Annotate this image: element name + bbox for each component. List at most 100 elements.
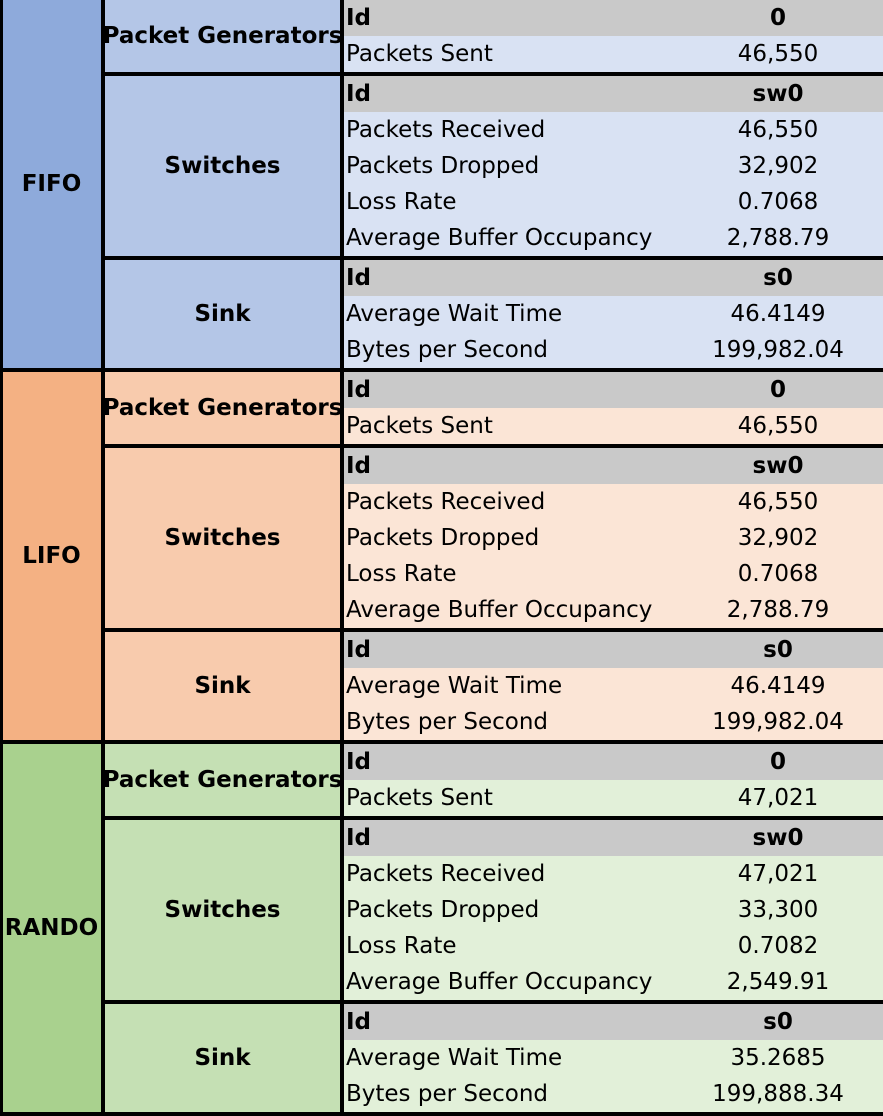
component-name: Switches	[103, 76, 342, 256]
component-name: Packet Generators	[103, 744, 342, 816]
id-value: sw0	[752, 825, 804, 851]
metric-value: 199,982.04	[712, 709, 844, 735]
metric-label: Packets Dropped	[346, 153, 540, 179]
metric-label: Packets Sent	[346, 413, 493, 439]
metric-label: Packets Received	[346, 117, 546, 143]
metric-value: 33,300	[737, 897, 819, 923]
metric-row: Average Buffer Occupancy 2,549.91	[342, 964, 883, 1000]
id-value: s0	[763, 1009, 793, 1035]
metric-label: Average Buffer Occupancy	[346, 597, 653, 623]
policy-name: RANDO	[0, 744, 103, 1112]
metric-label: Average Wait Time	[346, 673, 563, 699]
id-header-row: Id sw0	[342, 820, 883, 856]
id-header-row: Id s0	[342, 632, 883, 668]
grid-line	[0, 1112, 883, 1116]
id-header-row: Id sw0	[342, 76, 883, 112]
metric-row: Loss Rate 0.7082	[342, 928, 883, 964]
metric-value: 0.7082	[737, 933, 819, 959]
id-label: Id	[346, 265, 372, 291]
metric-value: 32,902	[737, 153, 819, 179]
component-name: Switches	[103, 820, 342, 1000]
id-label: Id	[346, 377, 372, 403]
metric-label: Bytes per Second	[346, 709, 549, 735]
id-header-row: Id sw0	[342, 448, 883, 484]
component-name: Sink	[103, 1004, 342, 1112]
id-label: Id	[346, 1009, 372, 1035]
component-name: Sink	[103, 632, 342, 740]
component-name: Switches	[103, 448, 342, 628]
metric-value: 0.7068	[737, 189, 819, 215]
metric-label: Packets Sent	[346, 41, 493, 67]
grid-line	[103, 1000, 883, 1004]
grid-line	[103, 256, 883, 260]
metric-value: 46.4149	[730, 673, 826, 699]
grid-line	[103, 72, 883, 76]
grid-line	[0, 0, 3, 1116]
metric-label: Loss Rate	[346, 561, 457, 587]
id-header-row: Id 0	[342, 744, 883, 780]
metric-label: Packets Received	[346, 861, 546, 887]
metric-label: Average Wait Time	[346, 301, 563, 327]
id-value: sw0	[752, 453, 804, 479]
component-name: Packet Generators	[103, 0, 342, 72]
metric-label: Packets Dropped	[346, 525, 540, 551]
id-header-row: Id 0	[342, 372, 883, 408]
id-header-row: Id 0	[342, 0, 883, 36]
id-value: s0	[763, 637, 793, 663]
metric-value: 2,788.79	[726, 597, 830, 623]
metric-row: Packets Received 46,550	[342, 484, 883, 520]
metric-row: Bytes per Second 199,982.04	[342, 704, 883, 740]
metric-row: Bytes per Second 199,888.34	[342, 1076, 883, 1112]
metric-row: Average Wait Time 46.4149	[342, 296, 883, 332]
metric-value: 46.4149	[730, 301, 826, 327]
grid-line	[103, 816, 883, 820]
id-label: Id	[346, 825, 372, 851]
component-name: Packet Generators	[103, 372, 342, 444]
grid-line	[0, 740, 883, 744]
metric-row: Packets Dropped 33,300	[342, 892, 883, 928]
id-label: Id	[346, 453, 372, 479]
id-value: sw0	[752, 81, 804, 107]
metric-row: Packets Sent 46,550	[342, 408, 883, 444]
grid-line	[340, 0, 344, 1116]
policy-name: FIFO	[0, 0, 103, 368]
metric-row: Packets Received 46,550	[342, 112, 883, 148]
id-label: Id	[346, 5, 372, 31]
id-label: Id	[346, 637, 372, 663]
metric-label: Bytes per Second	[346, 337, 549, 363]
metric-row: Average Buffer Occupancy 2,788.79	[342, 592, 883, 628]
metric-value: 46,550	[737, 117, 819, 143]
metric-label: Average Buffer Occupancy	[346, 969, 653, 995]
metric-row: Loss Rate 0.7068	[342, 556, 883, 592]
metric-row: Packets Sent 46,550	[342, 36, 883, 72]
grid-line	[101, 0, 105, 1116]
metric-row: Average Wait Time 35.2685	[342, 1040, 883, 1076]
metric-row: Bytes per Second 199,982.04	[342, 332, 883, 368]
metric-value: 47,021	[737, 861, 819, 887]
metric-value: 47,021	[737, 785, 819, 811]
metric-row: Packets Sent 47,021	[342, 780, 883, 816]
metric-value: 2,788.79	[726, 225, 830, 251]
metric-label: Bytes per Second	[346, 1081, 549, 1107]
metric-value: 2,549.91	[726, 969, 830, 995]
metric-value: 46,550	[737, 489, 819, 515]
id-header-row: Id s0	[342, 260, 883, 296]
metric-value: 35.2685	[730, 1045, 826, 1071]
metric-label: Average Buffer Occupancy	[346, 225, 653, 251]
id-label: Id	[346, 749, 372, 775]
grid-line	[0, 368, 883, 372]
metric-row: Average Wait Time 46.4149	[342, 668, 883, 704]
metric-value: 32,902	[737, 525, 819, 551]
metric-label: Packets Dropped	[346, 897, 540, 923]
metric-label: Packets Received	[346, 489, 546, 515]
metric-label: Packets Sent	[346, 785, 493, 811]
metric-label: Loss Rate	[346, 933, 457, 959]
id-header-row: Id s0	[342, 1004, 883, 1040]
metric-value: 46,550	[737, 41, 819, 67]
metric-row: Loss Rate 0.7068	[342, 184, 883, 220]
metric-row: Average Buffer Occupancy 2,788.79	[342, 220, 883, 256]
metric-value: 46,550	[737, 413, 819, 439]
metric-label: Average Wait Time	[346, 1045, 563, 1071]
policy-name: LIFO	[0, 372, 103, 740]
